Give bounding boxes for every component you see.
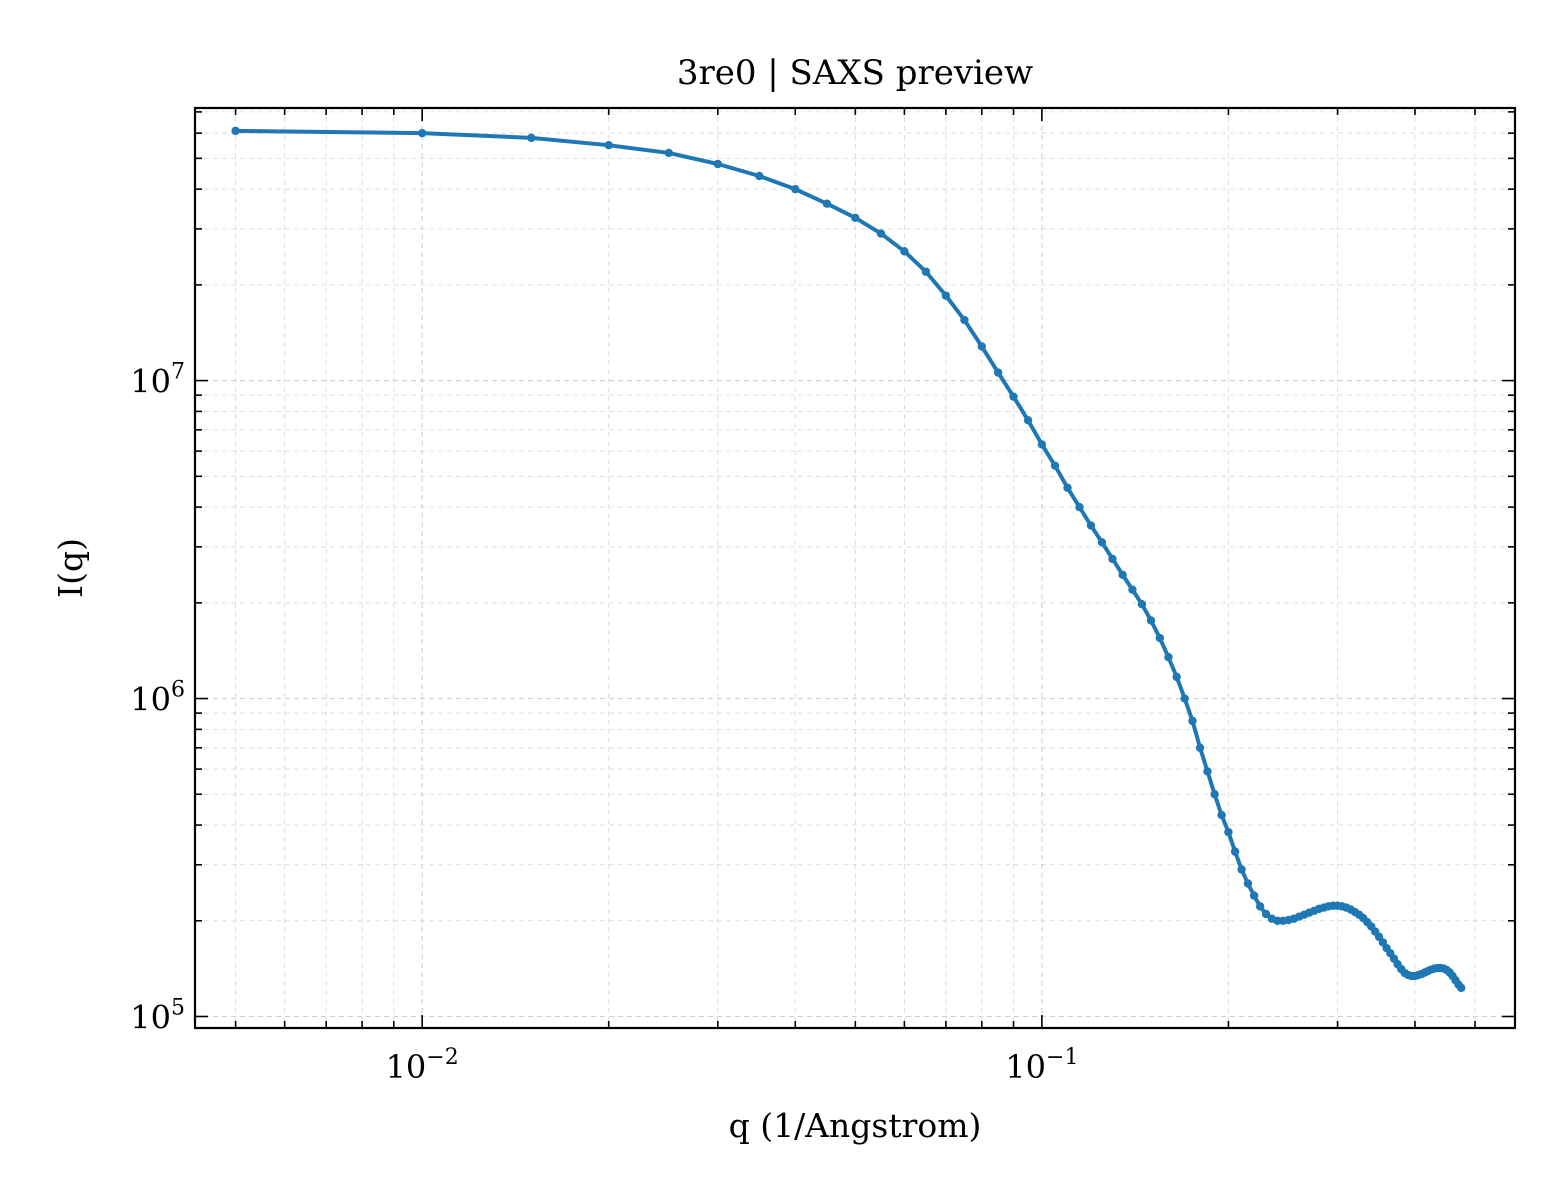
data-point bbox=[1249, 891, 1259, 900]
chart-title: 3re0 | SAXS preview bbox=[677, 53, 1033, 93]
x-tick-label: 10−2 bbox=[386, 1045, 459, 1086]
data-point bbox=[791, 184, 800, 194]
data-point bbox=[851, 213, 860, 223]
data-point bbox=[941, 291, 951, 300]
y-tick-label: 107 bbox=[130, 360, 185, 401]
y-tick-label: 106 bbox=[130, 678, 185, 719]
data-point bbox=[993, 368, 1003, 377]
data-point bbox=[1146, 616, 1156, 625]
tick-layer bbox=[195, 108, 1515, 1028]
data-point bbox=[755, 171, 764, 181]
data-point bbox=[1230, 847, 1240, 856]
data-point bbox=[1188, 716, 1197, 726]
data-point bbox=[1050, 461, 1060, 470]
data-point bbox=[1155, 633, 1165, 643]
data-point bbox=[1261, 909, 1271, 919]
data-point bbox=[822, 199, 832, 208]
data-point bbox=[1243, 879, 1253, 888]
x-tick-label-base: 10 bbox=[1005, 1048, 1046, 1086]
data-point bbox=[231, 126, 240, 136]
data-point bbox=[1164, 652, 1173, 662]
y-tick-label-exponent: 6 bbox=[171, 678, 185, 703]
data-point bbox=[1172, 672, 1181, 682]
data-point bbox=[1224, 827, 1233, 837]
data-point bbox=[921, 267, 931, 276]
y-tick-label-exponent: 7 bbox=[171, 360, 185, 385]
data-point bbox=[713, 159, 723, 169]
data-point bbox=[664, 148, 673, 158]
data-point bbox=[1237, 865, 1246, 874]
data-point bbox=[604, 140, 613, 150]
x-tick-label-base: 10 bbox=[386, 1048, 427, 1086]
x-tick-label-exponent: −1 bbox=[1046, 1045, 1078, 1070]
data-point bbox=[1037, 440, 1047, 449]
data-point bbox=[1023, 416, 1033, 425]
x-tick-label-exponent: −2 bbox=[426, 1045, 458, 1070]
data-point bbox=[1217, 810, 1226, 820]
data-point bbox=[1075, 502, 1084, 512]
series-layer bbox=[231, 126, 1466, 993]
data-point bbox=[527, 133, 536, 143]
plot-frame bbox=[193, 106, 1517, 1030]
data-point bbox=[1255, 902, 1265, 911]
y-tick-label-base: 10 bbox=[130, 998, 171, 1036]
x-axis-label: q (1/Angstrom) bbox=[729, 1106, 982, 1145]
data-point bbox=[1118, 570, 1127, 579]
data-point bbox=[977, 342, 987, 351]
data-point bbox=[1137, 600, 1147, 609]
data-point bbox=[1203, 767, 1212, 776]
y-tick-label-base: 10 bbox=[130, 363, 171, 401]
grid-layer bbox=[195, 108, 1515, 1028]
data-point bbox=[417, 128, 427, 138]
data-point bbox=[1128, 585, 1137, 594]
data-point bbox=[1063, 483, 1072, 493]
data-point bbox=[1108, 554, 1117, 564]
data-point bbox=[1086, 521, 1096, 530]
y-tick-label-base: 10 bbox=[130, 681, 171, 719]
data-point bbox=[876, 229, 886, 238]
y-tick-label: 105 bbox=[130, 995, 185, 1036]
data-point bbox=[900, 247, 909, 256]
data-point bbox=[1009, 392, 1018, 401]
y-axis-label: I(q) bbox=[51, 538, 90, 598]
y-tick-label-exponent: 5 bbox=[171, 995, 185, 1020]
data-point bbox=[1195, 743, 1205, 752]
data-point bbox=[1457, 983, 1466, 993]
data-point bbox=[960, 315, 969, 325]
x-tick-label: 10−1 bbox=[1005, 1045, 1078, 1086]
data-point bbox=[1097, 538, 1107, 547]
data-point bbox=[1180, 694, 1189, 703]
data-point bbox=[1210, 790, 1219, 799]
